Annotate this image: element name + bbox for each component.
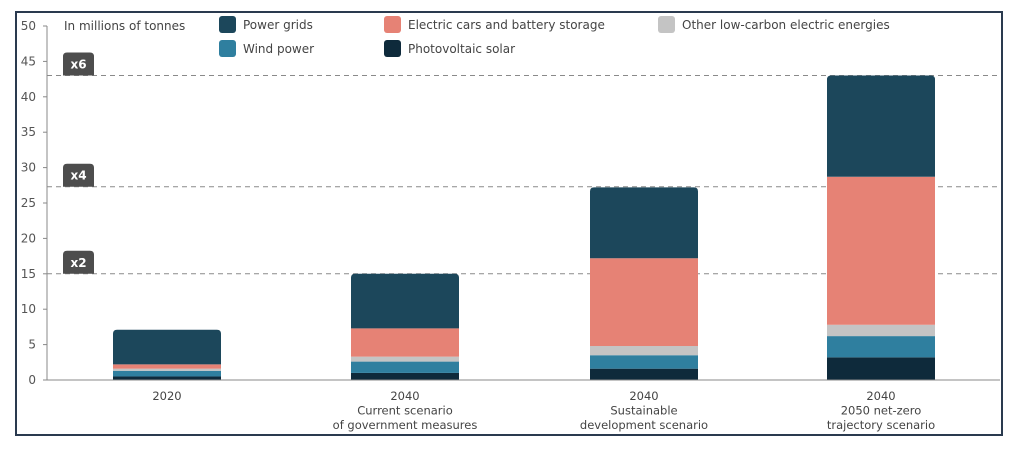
bar-segment [113,368,221,371]
bar-segment [351,372,459,380]
bar-segment [827,357,935,380]
bar-segment [590,187,698,259]
y-tick-label: 35 [21,125,36,139]
legend-swatch [219,40,236,57]
y-tick-label: 50 [21,19,36,33]
y-tick-label: 15 [21,267,36,281]
legend-item: Photovoltaic solar [384,40,515,57]
unit-label: In millions of tonnes [64,19,185,33]
legend-swatch [658,16,675,33]
y-tick-label: 0 [28,373,36,387]
bar-segment [113,376,221,380]
multiplier-badge-bg [63,163,94,187]
multiplier-label: x6 [70,58,86,72]
y-tick-label: 30 [21,161,36,175]
category-label: 2040 Sustainable development scenario [580,389,708,432]
bar-segment [590,355,698,369]
y-tick-label: 20 [21,231,36,245]
category-label-line: 2040 [390,389,419,403]
bar-segment [827,75,935,177]
legend-swatch [384,16,401,33]
multiplier-label: x4 [70,169,86,183]
multiplier-badge-bg [63,250,94,274]
bar-segment [113,364,221,369]
y-tick-label: 45 [21,54,36,68]
bar-segment [351,328,459,357]
legend-label: Wind power [243,42,314,56]
bar-segment [590,368,698,380]
legend-label: Photovoltaic solar [408,42,515,56]
category-label-line: 2040 [866,389,895,403]
bar-segment [351,361,459,373]
multiplier-badge: x6 [63,52,94,76]
legend-label: Electric cars and battery storage [408,18,605,32]
y-tick-label: 40 [21,90,36,104]
multiplier-badge: x2 [63,250,94,274]
category-label: 2040 Current scenario of government measur… [333,389,478,432]
legend-label: Other low-carbon electric energies [682,18,890,32]
y-tick-label: 10 [21,302,36,316]
category-label: 2020 [152,389,181,403]
multiplier-badge-bg [63,52,94,76]
multiplier-badge: x4 [63,163,94,187]
category-label-line: 2040 [629,389,658,403]
bar-segment [827,324,935,337]
bar-segment [113,370,221,377]
legend-swatch [384,40,401,57]
legend-item: Other low-carbon electric energies [658,16,890,33]
category-label-line: development scenario [580,418,708,432]
category-label-line: Sustainable [610,404,677,418]
legend-label: Power grids [243,18,313,32]
bar-segment [590,258,698,347]
legend-item: Electric cars and battery storage [384,16,605,33]
multiplier-label: x2 [70,256,86,270]
category-label-line: 2050 net-zero [841,404,922,418]
bar-segment [827,336,935,358]
category-label-line: Current scenario [357,404,453,418]
category-label: 2040 2050 net-zero trajectory scenario [827,389,935,432]
bar-segment [113,329,221,365]
legend-item: Wind power [219,40,314,57]
bar-segment [827,176,935,325]
y-tick-label: 5 [28,338,36,352]
y-tick-label: 25 [21,196,36,210]
bar-segment [351,273,459,329]
category-label-line: 2020 [152,389,181,403]
bar-segment [351,356,459,362]
bar-segment [590,346,698,356]
legend-swatch [219,16,236,33]
category-label-line: of government measures [333,418,478,432]
legend-item: Power grids [219,16,313,33]
category-label-line: trajectory scenario [827,418,935,432]
